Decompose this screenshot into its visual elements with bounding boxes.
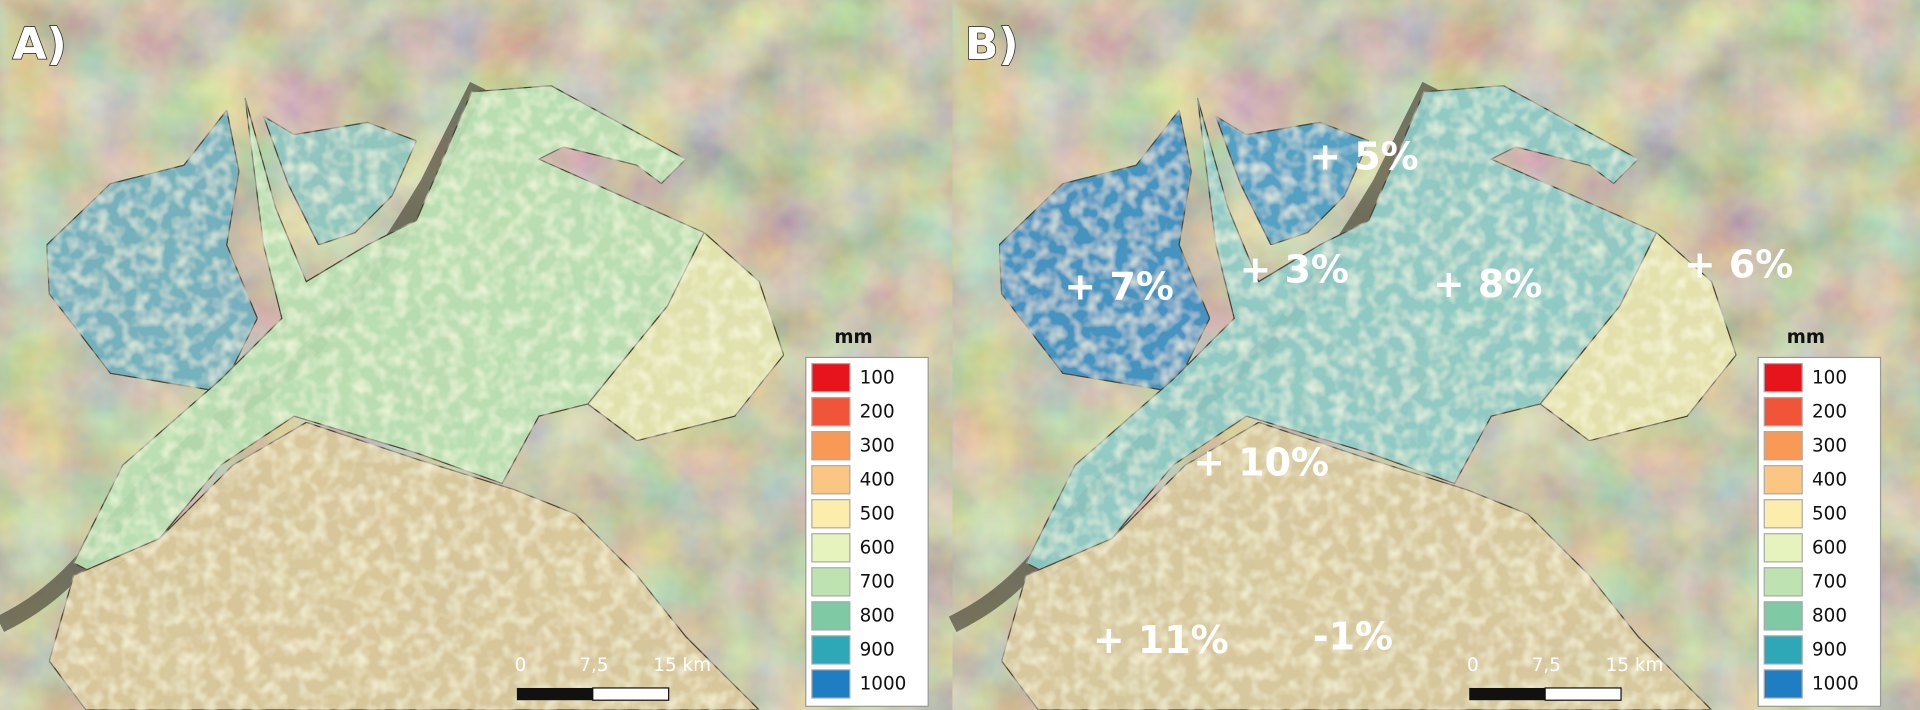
legend-swatch [811,499,851,529]
legend-label: 100 [1812,367,1847,388]
legend-title: mm [834,327,872,348]
legend-label: 100 [860,367,895,388]
scale-label: 7,5 [1532,655,1561,676]
scale-bar-black [516,687,593,701]
legend-swatch [811,669,851,699]
scale-label: 0 [515,655,527,676]
legend-swatch [811,601,851,631]
scale-label: 15 km [653,655,711,676]
legend-swatch [811,362,851,393]
legend-label: 500 [1812,503,1847,524]
legend-label: 300 [860,435,895,456]
legend-swatch [1763,635,1803,665]
legend-label: 800 [860,605,895,626]
annotation: + 11% [1093,618,1229,662]
scale-bar-white [1544,687,1622,701]
legend-swatch [811,533,851,563]
legend-label: 400 [860,469,895,490]
legend-swatch [1763,669,1803,699]
annotation: + 6% [1684,242,1793,286]
legend-swatch [1763,499,1803,529]
panel-b: mm 100 200 300 400 500 600 700 800 900 1000 0 7,5 15 … [948,0,1920,710]
legend-swatch [811,465,851,495]
legend-label: 300 [1812,435,1847,456]
irrigated-area [48,421,761,710]
legend-label: 600 [860,537,895,558]
irrigated-area [262,114,418,246]
legend-label: 900 [860,640,895,661]
annotation: -1% [1313,615,1393,659]
scale-label: 0 [1467,655,1479,676]
annotation: + 10% [1193,441,1329,485]
irrigated-area [1214,114,1370,246]
legend-label: 1000 [1812,674,1859,695]
legend-label: 1000 [860,674,907,695]
legend-swatch [1763,567,1803,597]
legend-label: 200 [860,401,895,422]
legend-swatch [811,431,851,461]
annotation: + 8% [1433,262,1542,306]
legend-swatch [1763,431,1803,461]
scale-bar-black [1469,687,1546,701]
scale-label: 15 km [1606,655,1664,676]
legend-swatch [1763,465,1803,495]
irrigated-area [46,108,259,393]
legend-title: mm [1787,327,1825,348]
legend-swatch [811,396,851,427]
legend-label: 900 [1812,640,1847,661]
legend-label: 400 [1812,469,1847,490]
legend-swatch [1763,601,1803,631]
legend-swatch [1763,396,1803,427]
legend-swatch [811,635,851,665]
legend-label: 700 [1812,571,1847,592]
irrigated-area [586,231,785,442]
annotation: + 7% [1064,264,1173,308]
legend-label: 200 [1812,401,1847,422]
panel-label: A) [13,19,67,70]
annotation: + 5% [1309,135,1418,179]
scale-label: 7,5 [579,655,608,676]
legend-label: 600 [1812,537,1847,558]
legend-swatch [1763,362,1803,393]
panel-label: B) [965,19,1019,70]
panel-a: mm 100 200 300 400 500 600 700 800 900 1000 0 7,5 15 … [0,0,968,710]
legend-swatch [811,567,851,597]
legend-swatch [1763,533,1803,563]
irrigated-area [1000,421,1713,710]
scale-bar-white [592,687,670,701]
legend-label: 500 [860,503,895,524]
legend-label: 800 [1812,605,1847,626]
irrigated-area [998,108,1211,393]
irrigated-area [1539,231,1737,442]
annotation: + 3% [1239,247,1348,291]
legend-label: 700 [860,571,895,592]
